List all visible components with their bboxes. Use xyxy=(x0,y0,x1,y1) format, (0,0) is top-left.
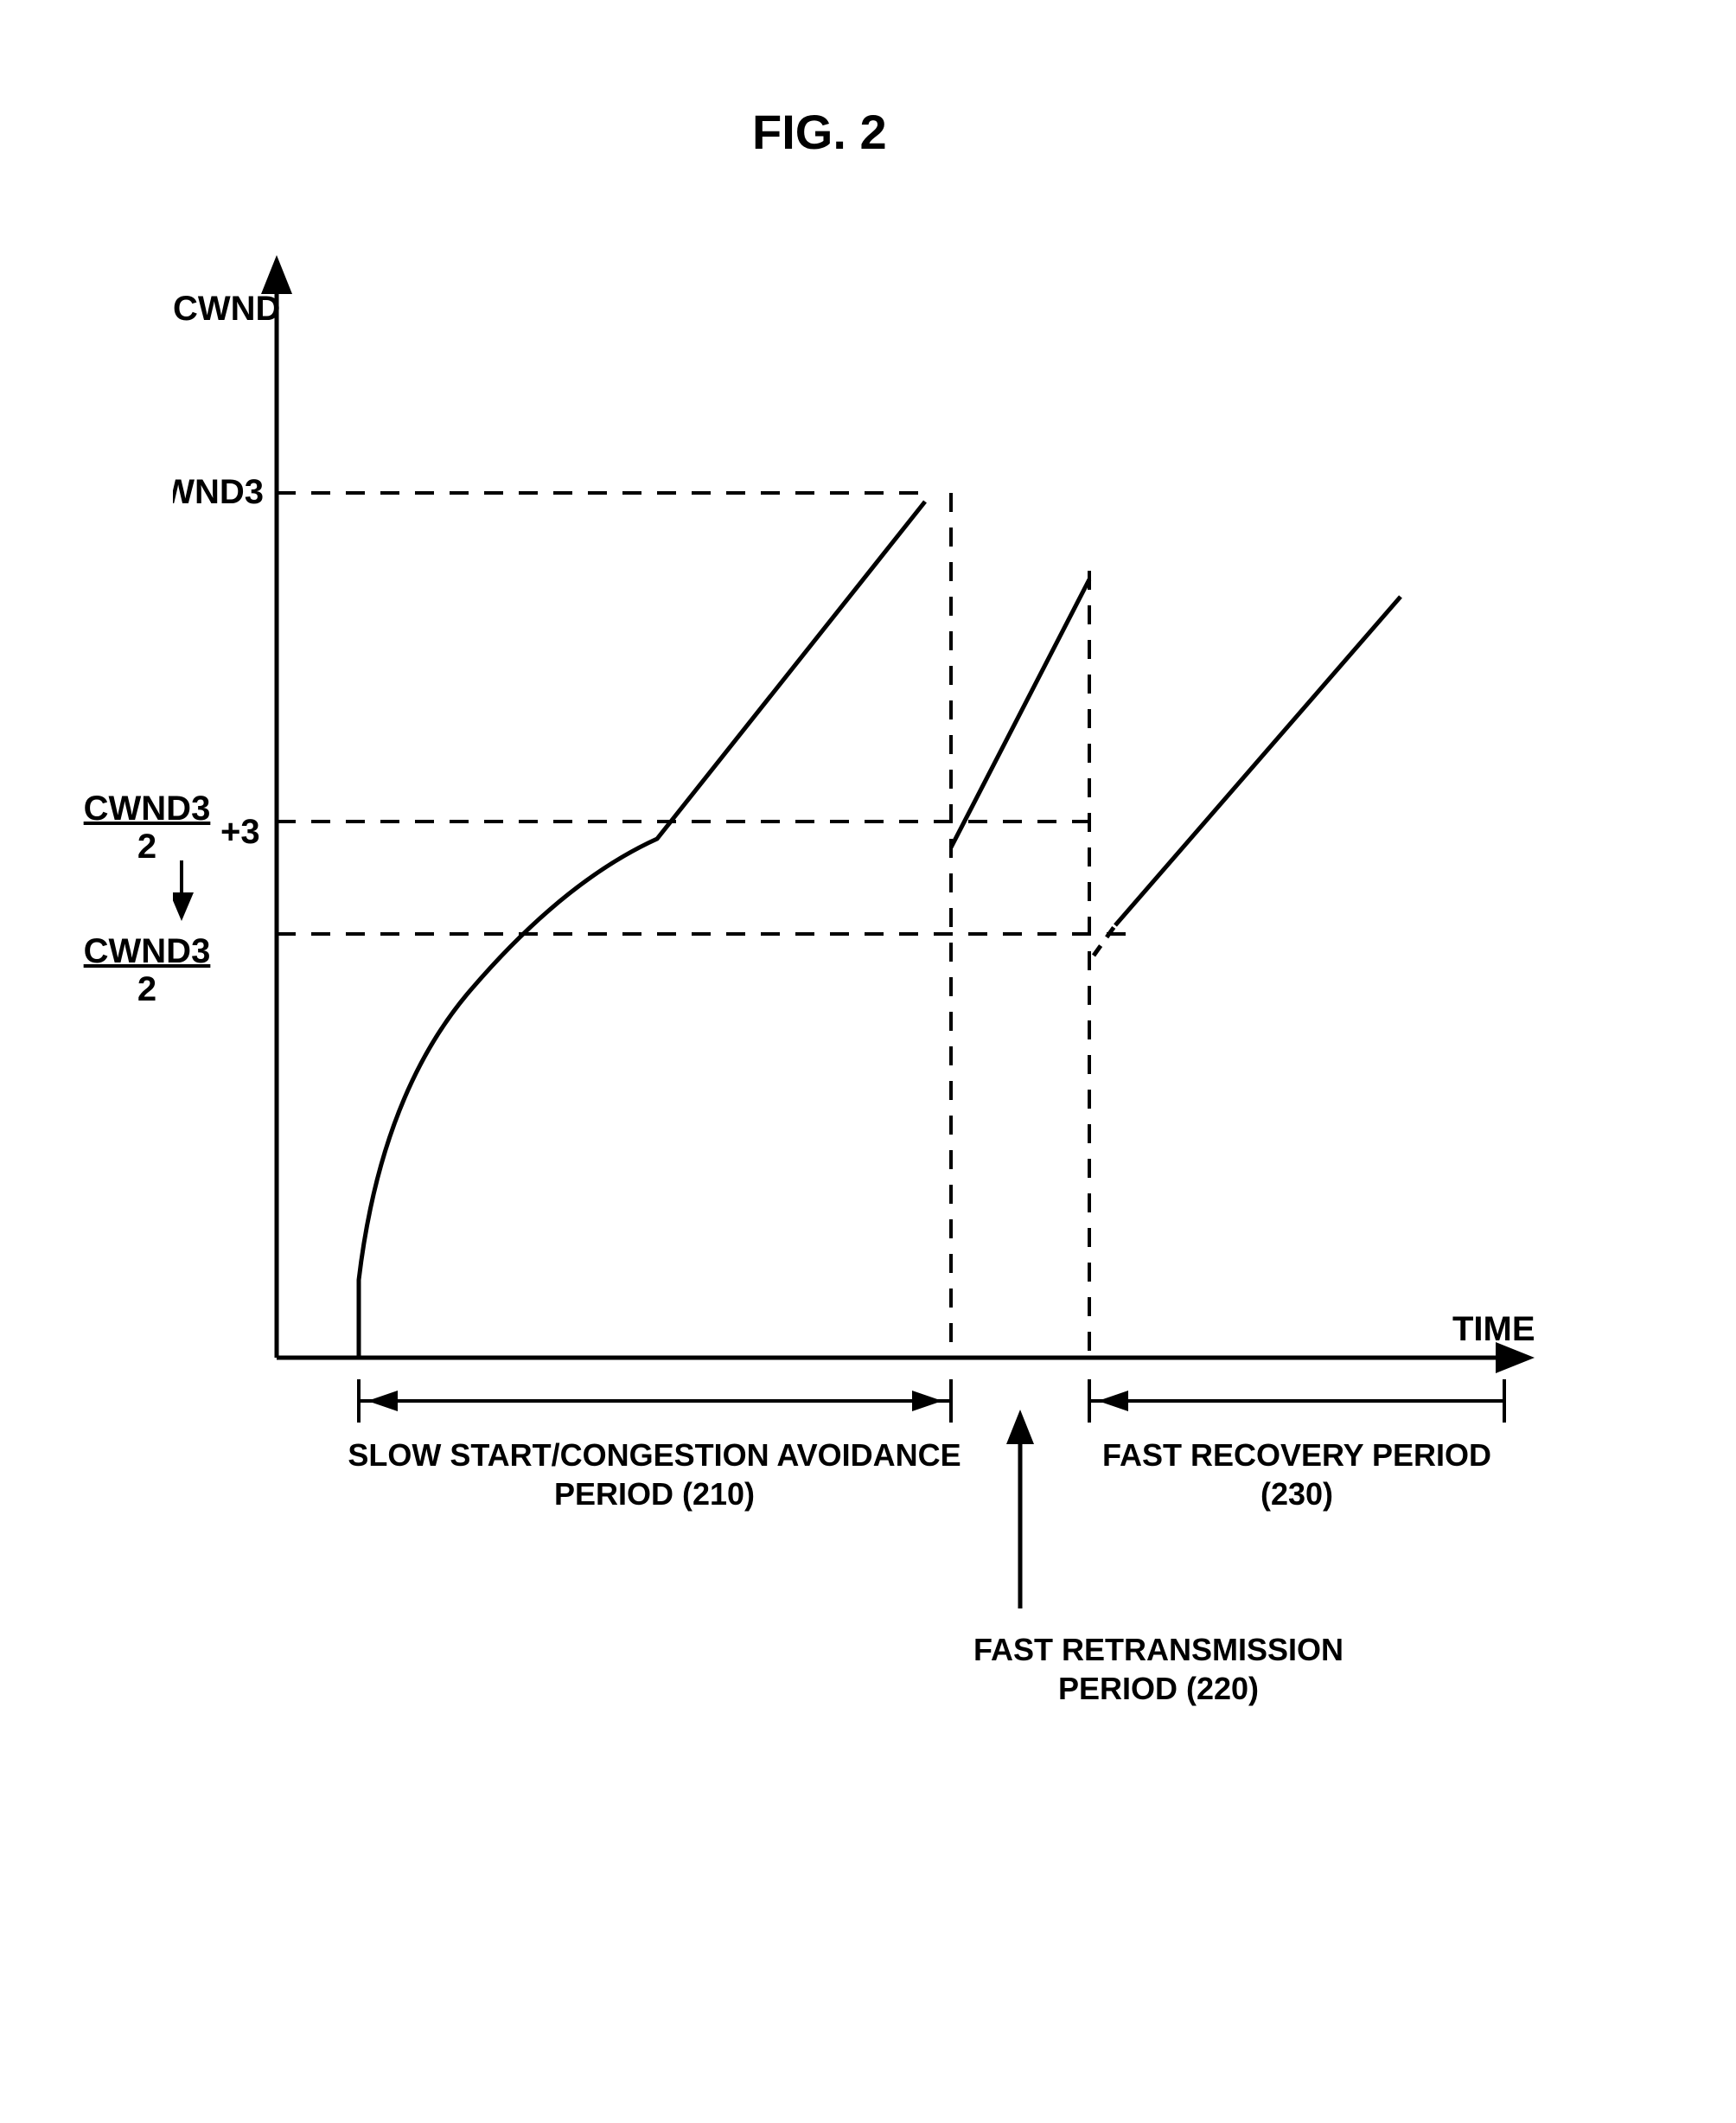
period-retrans-line1: FAST RETRANSMISSION xyxy=(973,1632,1343,1667)
y-tick-cwnd3: CWND3 xyxy=(173,473,264,511)
chart-svg: CWND TIME CWND3 xyxy=(173,216,1599,1773)
frac-den-2: 2 xyxy=(78,972,216,1007)
bracket-recovery-arrow-l xyxy=(1098,1391,1128,1411)
curve-slow-start xyxy=(359,502,925,1358)
frac-den-1: 2 xyxy=(78,829,216,864)
period-slow-start-line1: SLOW START/CONGESTION AVOIDANCE xyxy=(348,1437,961,1473)
period-recovery-line1: FAST RECOVERY PERIOD xyxy=(1102,1437,1491,1473)
period-recovery-line2: (230) xyxy=(1261,1476,1333,1512)
bracket-slow-start-arrow-l xyxy=(367,1391,398,1411)
figure-title: FIG. 2 xyxy=(752,104,887,160)
period-retrans-line2: PERIOD (220) xyxy=(1058,1671,1259,1706)
chart-container: CWND TIME CWND3 xyxy=(173,216,1599,1773)
retrans-pointer-arrow xyxy=(1006,1410,1034,1444)
curve-retransmission xyxy=(951,579,1089,847)
y-tick-plus3: +3 xyxy=(220,813,260,852)
y-axis-arrow xyxy=(261,255,292,294)
bracket-slow-start-arrow-r xyxy=(912,1391,942,1411)
y-axis-label: CWND xyxy=(173,290,280,328)
y-tick-cwnd3-half-plus3: CWND3 2 xyxy=(78,791,216,864)
curve-recovery xyxy=(1115,597,1401,925)
x-axis-label: TIME xyxy=(1452,1310,1535,1348)
frac-num-1: CWND3 xyxy=(78,791,216,826)
frac-num-2: CWND3 xyxy=(78,934,216,969)
y-tick-cwnd3-half: CWND3 2 xyxy=(78,934,216,1007)
y-tick-spacer-arrow-head xyxy=(173,892,194,921)
period-slow-start-line2: PERIOD (210) xyxy=(554,1476,755,1512)
curve-recovery-dash-start xyxy=(1094,925,1115,956)
